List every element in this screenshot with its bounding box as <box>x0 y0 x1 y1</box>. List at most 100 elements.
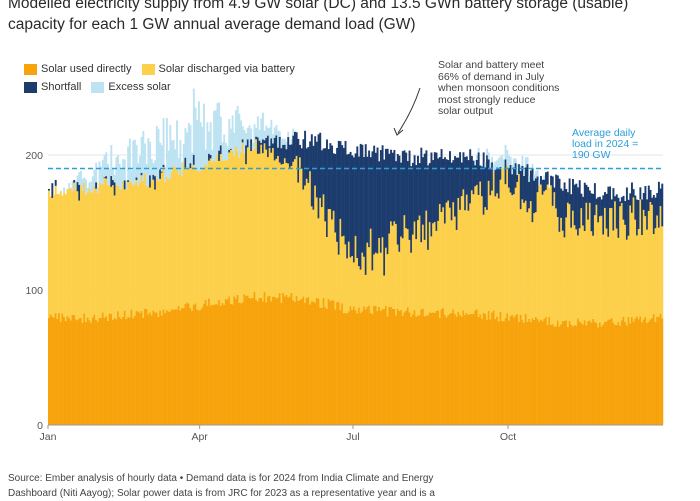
bar-solar-battery <box>479 182 481 315</box>
bar-solar-direct <box>432 312 434 425</box>
bar-excess <box>218 102 220 150</box>
bar-solar-direct <box>210 305 212 425</box>
bar-solar-battery <box>444 223 446 314</box>
bar-solar-direct <box>390 307 392 425</box>
bar-solar-battery <box>382 237 384 309</box>
bar-solar-battery <box>501 169 503 321</box>
bar-shortfall <box>410 166 412 253</box>
bar-solar-battery <box>222 161 224 303</box>
bar-solar-direct <box>257 302 259 425</box>
bar-solar-direct <box>286 295 288 425</box>
bar-excess <box>211 150 213 163</box>
bar-solar-direct <box>282 293 284 425</box>
bar-solar-battery <box>424 240 426 316</box>
bar-solar-direct <box>555 326 557 425</box>
legend-label-excess: Excess solar <box>108 81 170 93</box>
bar-shortfall <box>606 194 608 229</box>
bar-solar-battery <box>481 196 483 318</box>
bar-solar-direct <box>648 322 650 425</box>
bar-excess <box>163 118 165 165</box>
bar-solar-direct <box>223 305 225 425</box>
bar-excess <box>506 150 508 165</box>
bar-shortfall <box>650 190 652 202</box>
bar-shortfall <box>520 171 522 209</box>
bar-excess <box>242 126 244 139</box>
bar-shortfall <box>287 137 289 163</box>
bar-solar-direct <box>560 324 562 425</box>
bar-solar-direct <box>287 297 289 425</box>
bar-solar-direct <box>488 311 490 425</box>
bar-solar-battery <box>496 193 498 316</box>
bar-shortfall <box>348 154 350 242</box>
bar-solar-battery <box>587 220 589 322</box>
bar-solar-direct <box>515 315 517 425</box>
bar-solar-battery <box>611 208 613 318</box>
bar-solar-battery <box>356 258 358 313</box>
bar-solar-battery <box>163 167 165 310</box>
bar-solar-battery <box>555 208 557 326</box>
bar-solar-battery <box>619 206 621 325</box>
bar-solar-battery <box>388 234 390 307</box>
bars <box>48 89 663 425</box>
bar-solar-direct <box>459 315 461 425</box>
bar-solar-direct <box>629 323 631 425</box>
bar-solar-direct <box>346 313 348 425</box>
source-note: Source: Ember analysis of hourly data • … <box>8 472 698 501</box>
legend-row-2: Shortfall Excess solar <box>24 78 305 96</box>
bar-solar-direct <box>382 309 384 425</box>
bar-excess <box>216 103 218 155</box>
bar-solar-battery <box>216 155 218 305</box>
bar-excess <box>161 145 163 171</box>
bar-excess <box>272 134 274 143</box>
bar-solar-direct <box>498 322 500 425</box>
bar-solar-battery <box>301 169 303 299</box>
bar-solar-battery <box>149 188 151 313</box>
bar-solar-battery <box>607 237 609 320</box>
bar-shortfall <box>648 186 650 211</box>
bar-solar-direct <box>395 315 397 425</box>
bar-solar-battery <box>574 225 576 324</box>
bar-solar-direct <box>249 298 251 425</box>
bar-solar-direct <box>63 317 65 425</box>
bar-solar-direct <box>235 298 237 425</box>
bar-solar-direct <box>243 294 245 425</box>
bar-solar-direct <box>222 303 224 425</box>
bar-solar-battery <box>112 185 114 320</box>
bar-solar-direct <box>291 293 293 425</box>
bar-excess <box>228 119 230 150</box>
bar-solar-battery <box>500 180 502 312</box>
bar-shortfall <box>383 160 385 276</box>
bar-solar-battery <box>104 178 106 318</box>
bar-solar-battery <box>414 222 416 311</box>
bar-solar-direct <box>152 310 154 425</box>
bar-excess <box>491 157 493 162</box>
bar-solar-battery <box>545 190 547 317</box>
bar-solar-direct <box>365 310 367 425</box>
bar-shortfall <box>274 138 276 161</box>
bar-shortfall <box>355 153 357 236</box>
bar-shortfall <box>468 160 470 211</box>
bar-solar-direct <box>176 309 178 425</box>
bar-solar-direct <box>545 317 547 425</box>
bar-shortfall <box>602 195 604 234</box>
bar-excess <box>205 149 207 163</box>
bar-solar-direct <box>520 315 522 425</box>
bar-shortfall <box>55 180 57 186</box>
bar-solar-direct <box>363 306 365 425</box>
bar-solar-direct <box>533 320 535 425</box>
bar-shortfall <box>601 199 603 215</box>
bar-solar-battery <box>358 266 360 307</box>
bar-shortfall <box>366 157 368 243</box>
bar-solar-battery <box>275 159 277 298</box>
bar-shortfall <box>250 139 252 151</box>
bar-excess <box>501 155 503 169</box>
bar-solar-direct <box>518 322 520 425</box>
bar-shortfall <box>607 187 609 237</box>
bar-excess <box>247 128 249 139</box>
bar-solar-direct <box>134 316 136 425</box>
bar-solar-direct <box>457 312 459 425</box>
bar-solar-direct <box>72 315 74 425</box>
bar-excess <box>488 152 490 159</box>
bar-solar-direct <box>159 310 161 425</box>
bar-solar-battery <box>405 228 407 310</box>
